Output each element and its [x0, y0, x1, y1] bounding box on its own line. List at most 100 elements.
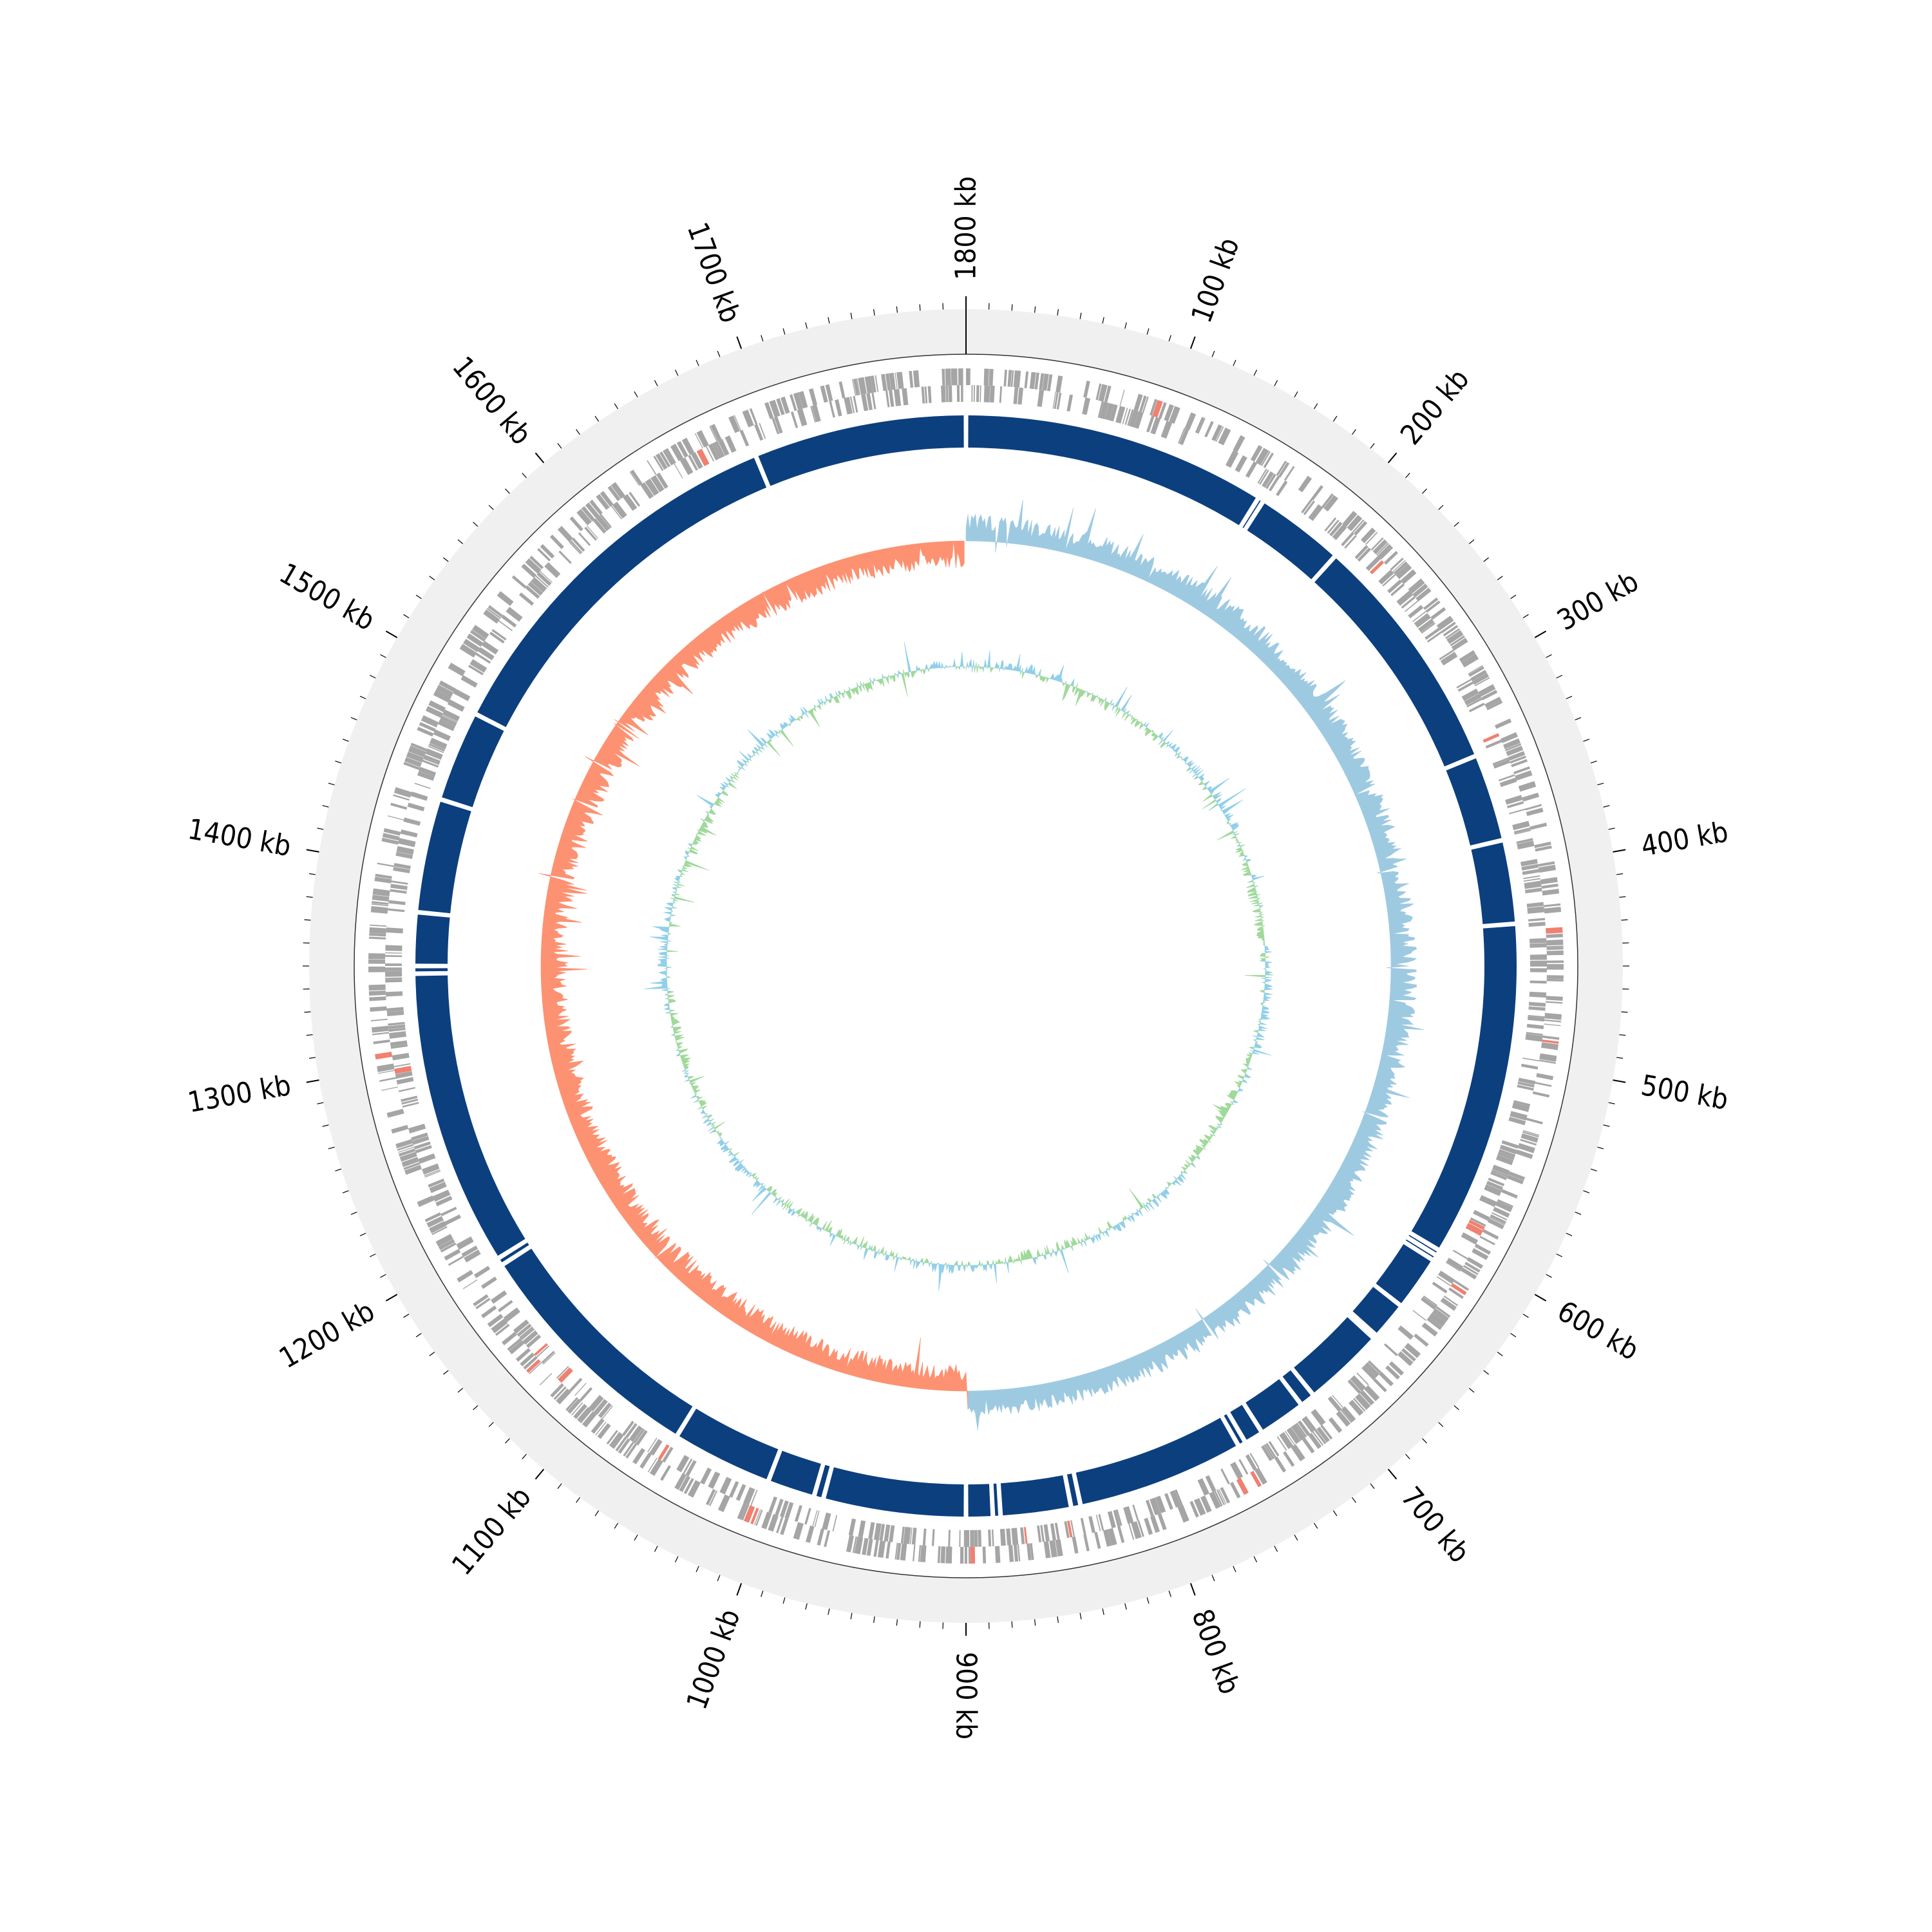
gene-feature	[369, 996, 386, 1001]
contig-block	[1376, 1244, 1431, 1303]
gc-content-track	[644, 642, 1274, 1291]
minor-tick	[557, 1483, 562, 1490]
gene-feature	[519, 1326, 534, 1339]
gene-feature	[368, 936, 386, 940]
gene-feature	[1423, 1295, 1438, 1307]
contig-block	[826, 1467, 964, 1517]
gene-feature	[557, 526, 573, 542]
gene-feature	[1020, 1527, 1025, 1544]
rna-feature	[1542, 1039, 1559, 1044]
minor-tick	[576, 429, 580, 435]
gene-feature	[913, 1544, 916, 1562]
gene-feature	[1495, 1200, 1513, 1213]
gene-feature	[1107, 1511, 1116, 1529]
gene-feature	[1245, 1454, 1257, 1471]
minor-tick	[308, 1057, 316, 1059]
gene-feature	[1157, 1513, 1167, 1531]
gene-feature	[1311, 1408, 1326, 1426]
gene-feature	[1276, 480, 1288, 497]
minor-tick	[1546, 654, 1552, 658]
gc-content-segment	[1209, 777, 1230, 793]
gene-feature	[401, 1095, 418, 1103]
gene-feature	[1526, 902, 1544, 908]
gene-feature	[1412, 1310, 1426, 1321]
gene-feature	[423, 757, 440, 765]
gene-feature	[491, 1290, 507, 1304]
gene-feature	[1115, 1509, 1122, 1526]
gene-feature	[1265, 1443, 1276, 1459]
gene-feature	[1054, 1522, 1060, 1540]
gc-content-segment	[1129, 1188, 1144, 1209]
tick-label: 100 kb	[1185, 234, 1245, 327]
gene-feature	[1510, 1111, 1528, 1121]
gene-feature	[475, 652, 491, 664]
minor-tick	[1294, 1535, 1298, 1541]
gene-feature	[1301, 498, 1313, 514]
gene-feature	[1530, 822, 1548, 830]
gene-feature	[1083, 1534, 1090, 1551]
gene-feature	[660, 1464, 672, 1481]
gene-feature	[466, 633, 484, 647]
gene-feature	[1466, 697, 1482, 708]
gene-feature	[1365, 531, 1378, 545]
gene-feature	[812, 1510, 818, 1527]
gene-feature	[1037, 390, 1045, 407]
gene-feature	[1308, 1432, 1322, 1449]
gene-feature	[1128, 1523, 1135, 1540]
gene-feature	[1352, 519, 1365, 533]
minor-tick	[369, 674, 376, 679]
gene-feature	[893, 388, 902, 406]
gc-content-segment	[992, 667, 994, 671]
minor-tick	[369, 1253, 376, 1258]
gene-feature	[385, 955, 402, 958]
minor-tick	[522, 473, 527, 478]
gene-feature	[994, 1546, 1001, 1563]
gene-feature	[503, 1307, 520, 1322]
gene-feature	[372, 895, 390, 902]
gene-feature	[370, 1006, 387, 1012]
major-tick	[385, 1294, 398, 1302]
minor-tick	[634, 1535, 638, 1541]
gene-feature	[900, 1543, 907, 1561]
gene-feature	[407, 802, 425, 811]
contig-block	[968, 1484, 991, 1517]
gene-feature	[647, 1457, 658, 1473]
gene-feature	[868, 1522, 875, 1540]
gene-feature	[1503, 738, 1520, 750]
gc-content-segment	[956, 666, 958, 670]
gene-feature	[428, 1178, 445, 1188]
gene-feature	[537, 548, 551, 562]
gene-feature	[1214, 1490, 1223, 1507]
gene-feature	[1390, 557, 1404, 571]
gene-feature	[385, 952, 402, 954]
gene-feature	[1528, 1006, 1546, 1011]
gene-feature	[963, 1530, 970, 1547]
gene-feature	[945, 368, 951, 386]
rna-feature	[970, 1546, 976, 1564]
outer-band-ring	[309, 309, 1623, 1623]
gene-feature	[1441, 621, 1456, 634]
gene-feature	[974, 1530, 978, 1547]
gene-feature	[1205, 1475, 1217, 1492]
gene-feature	[647, 1437, 658, 1452]
gene-feature	[659, 451, 671, 468]
gene-feature	[1511, 1102, 1530, 1112]
gene-feature	[438, 1238, 455, 1251]
gene-feature	[1259, 469, 1269, 485]
gene-feature	[390, 1040, 408, 1046]
gene-feature	[1341, 1406, 1356, 1423]
gene-feature	[1541, 1042, 1558, 1050]
gene-feature	[1445, 628, 1461, 639]
gene-feature	[1018, 387, 1024, 405]
gene-feature	[1535, 845, 1552, 852]
gene-feature	[1530, 960, 1547, 967]
gene-feature	[1472, 1247, 1489, 1260]
gene-feature	[852, 1536, 857, 1553]
minor-tick	[1608, 828, 1615, 830]
gene-feature	[592, 518, 607, 534]
gene-feature	[851, 379, 857, 396]
gene-feature	[968, 1546, 971, 1564]
tick-label: 900 kb	[950, 1652, 983, 1739]
minor-tick	[1370, 1483, 1375, 1490]
gene-feature	[431, 1226, 448, 1235]
